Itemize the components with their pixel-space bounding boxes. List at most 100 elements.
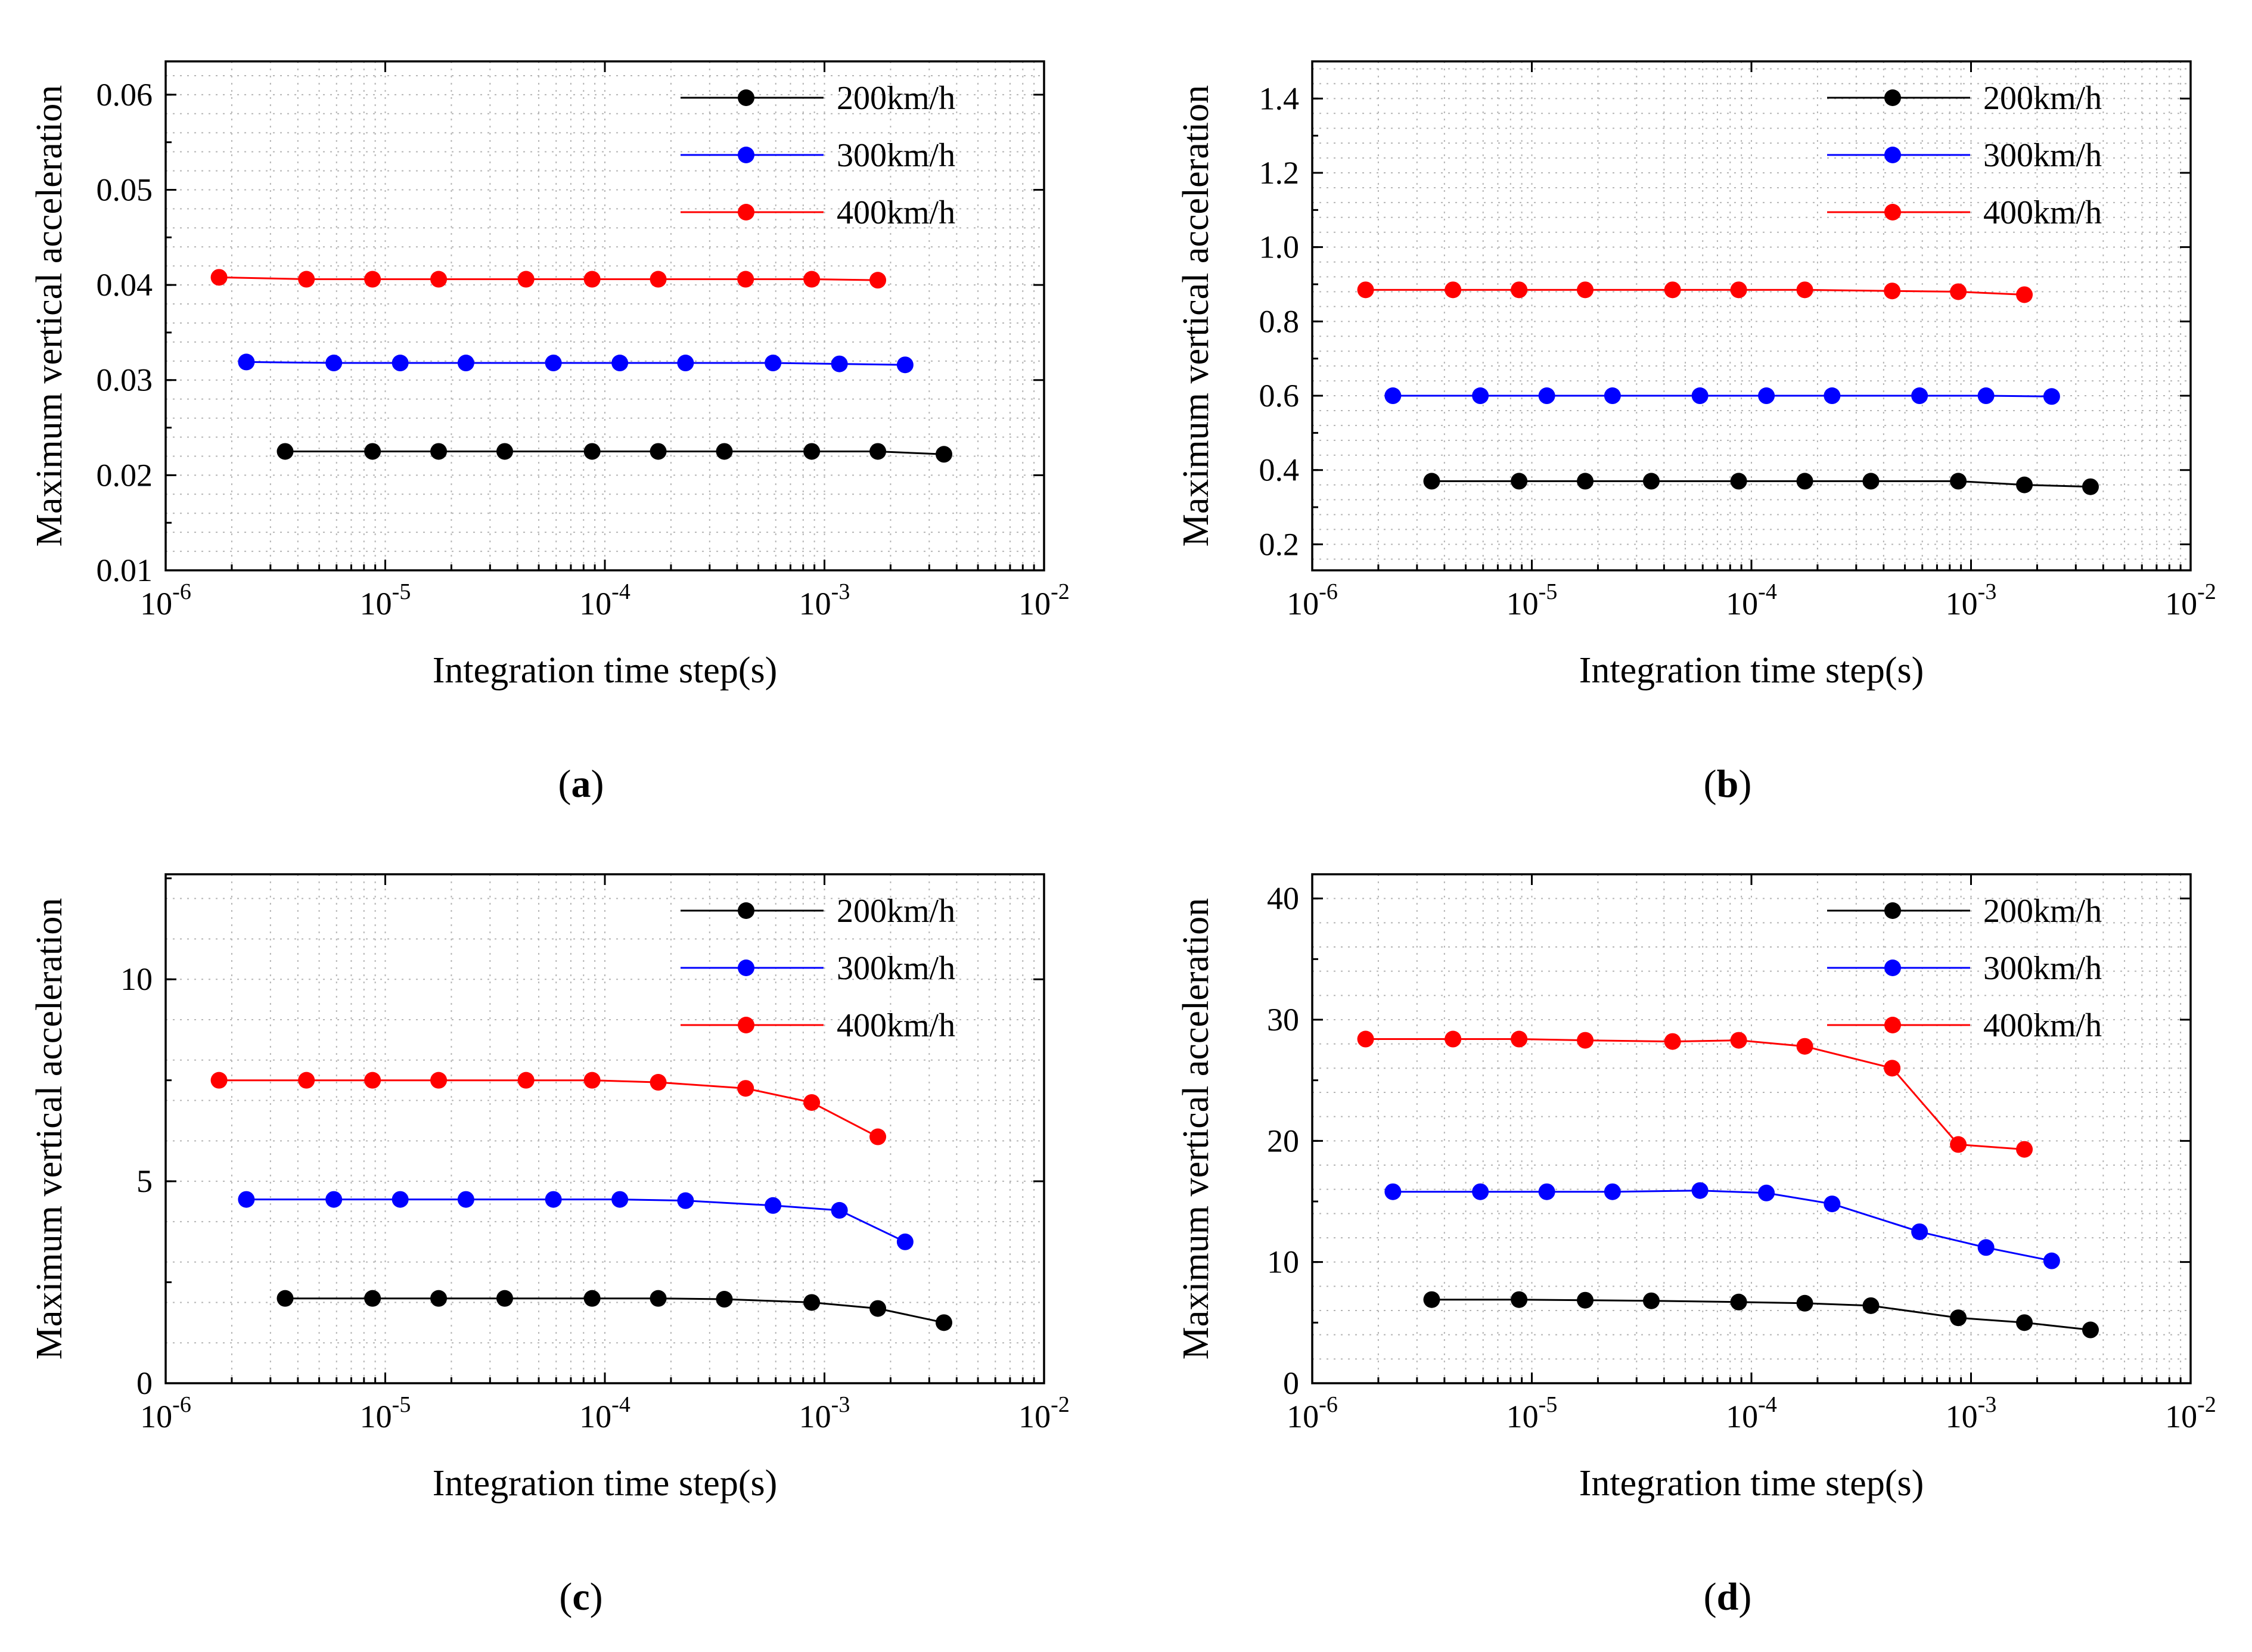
series-line (1365, 1038, 2025, 1151)
series-300km/h (238, 353, 914, 374)
y-tick-label: 0.02 (97, 457, 153, 493)
x-tick-label: 10-4 (1726, 1392, 1777, 1434)
legend-marker (1884, 147, 1901, 163)
data-point (392, 1191, 409, 1208)
y-tick-label: 1.2 (1259, 155, 1300, 191)
caption-close: ) (591, 762, 604, 806)
legend-marker (1884, 204, 1901, 221)
plot-frame (164, 60, 1045, 572)
data-point (1950, 473, 1967, 490)
series-line (219, 276, 878, 281)
data-point (545, 1191, 562, 1208)
series-line (285, 1297, 945, 1324)
x-tick-base: 10 (1287, 586, 1319, 622)
data-point (1691, 1182, 1709, 1199)
data-point (1862, 473, 1880, 490)
plot-frame (1311, 873, 2192, 1384)
data-point (1357, 281, 1374, 299)
data-point (1730, 1032, 1747, 1049)
legend-marker (1884, 89, 1901, 106)
x-tick-base: 10 (2165, 1399, 2197, 1434)
data-point (935, 1314, 952, 1331)
legend-marker (738, 89, 754, 106)
data-point (1384, 1183, 1402, 1200)
data-point (1423, 473, 1440, 490)
x-tick-exponent: -6 (172, 1392, 191, 1417)
data-point (803, 271, 821, 288)
x-tick-exponent: -2 (2197, 1392, 2216, 1417)
legend-label: 200km/h (837, 893, 955, 930)
data-point (1642, 473, 1660, 490)
series-line (1431, 480, 2091, 488)
y-tick-label: 0.01 (97, 552, 153, 588)
x-tick-base: 10 (799, 1399, 831, 1434)
legend-label: 300km/h (837, 137, 955, 174)
legend-marker (738, 147, 754, 163)
data-point (803, 1294, 821, 1311)
data-point (364, 1290, 381, 1307)
data-point (1664, 281, 1681, 299)
x-tick-exponent: -5 (1539, 579, 1558, 604)
y-tick-label: 0.03 (97, 362, 153, 398)
series-200km/h (277, 443, 952, 463)
data-point (583, 1290, 601, 1307)
data-point (1642, 1292, 1660, 1309)
data-point (496, 443, 513, 460)
data-point (210, 269, 228, 286)
x-tick-exponent: -6 (1319, 1392, 1338, 1417)
data-point (1862, 1297, 1880, 1314)
data-point (457, 1191, 474, 1208)
x-tick-label: 10-6 (1287, 1392, 1338, 1434)
data-point (1472, 1183, 1489, 1200)
x-axis-title: Integration time step(s) (433, 650, 778, 691)
data-point (677, 355, 694, 372)
caption-close: ) (1738, 1575, 1751, 1619)
series-line (246, 361, 905, 366)
data-point (457, 355, 474, 372)
y-tick-label: 0.2 (1259, 526, 1300, 562)
y-axis-title: Maximum vertical acceleration (29, 85, 70, 547)
series-line (1431, 1299, 2091, 1331)
data-point (896, 356, 914, 374)
data-point (298, 271, 315, 288)
data-point (1796, 1038, 1813, 1055)
x-tick-exponent: -5 (1539, 1392, 1558, 1417)
data-point (1796, 281, 1813, 299)
x-tick-label: 10-3 (799, 579, 850, 622)
data-point (869, 1300, 887, 1317)
data-point (1664, 1033, 1681, 1050)
x-tick-exponent: -2 (1051, 1392, 1070, 1417)
legend: 200km/h 300km/h 400km/h (1827, 80, 2102, 231)
x-tick-exponent: -2 (1051, 579, 1070, 604)
x-tick-exponent: -5 (392, 1392, 411, 1417)
data-point (2016, 1141, 2033, 1158)
series-400km/h (210, 269, 887, 289)
data-point (583, 443, 601, 460)
x-tick-label: 10-5 (360, 1392, 411, 1434)
data-point (517, 1072, 535, 1089)
data-point (2082, 478, 2099, 495)
caption-letter: c (572, 1575, 589, 1619)
data-point (583, 271, 601, 288)
x-tick-label: 10-4 (579, 1392, 630, 1434)
data-point (1950, 1309, 1967, 1327)
data-point (1384, 387, 1402, 405)
legend-label: 400km/h (837, 1007, 955, 1044)
data-point (1884, 282, 1901, 300)
y-tick-label: 10 (1267, 1244, 1299, 1280)
y-tick-label: 0 (136, 1365, 153, 1401)
data-point (2016, 286, 2033, 303)
data-point (1824, 387, 1841, 405)
x-tick-label: 10-6 (140, 1392, 191, 1434)
data-point (869, 443, 887, 460)
data-point (611, 1191, 629, 1208)
y-tick-label: 0.4 (1259, 452, 1300, 488)
legend-label: 200km/h (1983, 80, 2102, 117)
data-point (1577, 281, 1594, 299)
data-point (1538, 387, 1555, 405)
caption-close: ) (590, 1575, 603, 1619)
data-point (831, 1201, 848, 1219)
data-point (430, 443, 448, 460)
